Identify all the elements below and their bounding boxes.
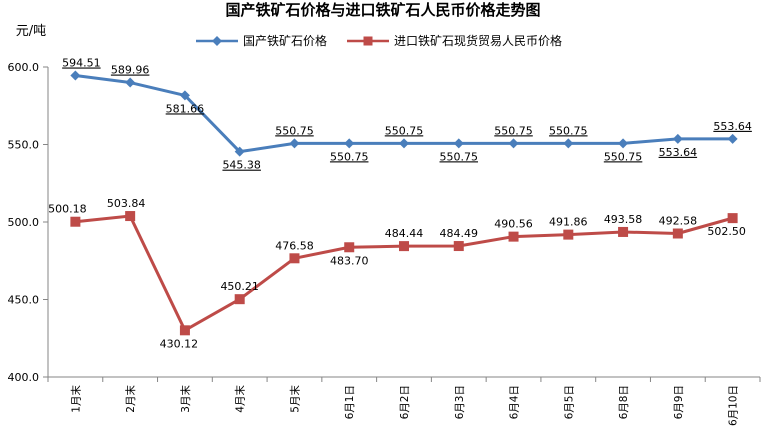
chart-title: 国产铁矿石价格与进口铁矿石人民币价格走势图 [225,1,540,19]
y-tick-label: 600.0 [8,61,40,74]
data-label-domestic: 550.75 [494,124,533,137]
x-tick-label: 6月1日 [344,385,356,419]
x-tick-label: 6月2日 [399,385,411,419]
data-label-domestic: 550.75 [330,150,369,163]
x-tick-label: 6月9日 [673,385,685,419]
data-label-domestic: 581.66 [166,102,205,115]
data-label-import: 484.44 [385,227,424,240]
x-tick-label: 4月末 [234,385,247,413]
data-label-domestic: 550.75 [440,150,479,163]
data-label-domestic: 550.75 [604,150,643,163]
data-point-domestic [289,138,300,149]
data-label-import: 490.56 [494,218,533,231]
data-label-import: 493.58 [604,213,643,226]
data-label-import: 430.12 [160,337,199,350]
x-tick-label: 5月末 [288,385,301,413]
data-point-import [508,231,519,242]
data-point-domestic [70,70,81,81]
data-point-import [125,211,136,222]
data-label-domestic: 553.64 [659,146,698,159]
data-point-import [179,325,190,336]
x-tick-label: 1月末 [69,385,82,413]
data-point-import [453,241,464,252]
data-point-import [618,226,629,237]
data-label-import: 503.84 [107,197,146,210]
legend-item-import: 进口铁矿石现货贸易人民币价格 [347,33,562,48]
data-label-domestic: 553.64 [713,120,752,133]
legend-marker-domestic [212,36,222,46]
legend-item-domestic: 国产铁矿石价格 [196,33,327,48]
data-point-import [399,241,409,252]
data-point-domestic [179,90,190,101]
x-tick-label: 6月10日 [728,385,740,426]
data-label-import: 484.49 [440,227,479,240]
x-tick-label: 6月5日 [563,385,575,419]
data-label-domestic: 550.75 [275,124,314,137]
axes: 400.0 450.0 500.0 550.0 600.0 1月末 2月末 3月末 4月末 5月末… [8,61,761,426]
data-point-domestic [399,138,409,149]
data-point-import [344,242,355,253]
y-tick-label: 450.0 [8,294,40,307]
data-point-domestic [125,77,136,88]
data-label-import: 491.86 [549,216,588,229]
data-point-domestic [344,138,355,149]
data-point-domestic [618,138,629,149]
data-point-import [234,294,245,305]
x-tick-label: 6月8日 [618,385,630,419]
y-tick-label: 400.0 [8,371,40,384]
legend: 国产铁矿石价格 进口铁矿石现货贸易人民币价格 [196,33,562,48]
data-label-import: 502.50 [707,225,746,238]
x-tick-label: 3月末 [179,385,192,413]
data-point-import [672,228,683,239]
legend-label-domestic: 国产铁矿石价格 [243,33,327,48]
x-tick-label: 6月3日 [454,385,466,419]
y-axis-unit-label: 元/吨 [16,24,46,39]
data-point-import [289,253,300,264]
legend-marker-import [363,36,373,46]
data-point-domestic [563,138,574,149]
data-point-domestic [727,133,738,144]
data-point-domestic [508,138,519,149]
data-point-domestic [453,138,464,149]
data-label-domestic: 545.38 [222,159,261,172]
data-point-import [563,229,574,240]
legend-label-import: 进口铁矿石现货贸易人民币价格 [394,33,562,48]
y-tick-label: 500.0 [8,216,40,229]
data-labels: 594.51 589.96 581.66 545.38 550.75 550.75 550.… [48,57,752,351]
data-label-domestic: 594.51 [62,57,101,70]
data-point-import [70,216,81,227]
series-layer [70,70,738,336]
x-tick-label: 2月末 [124,385,137,413]
data-point-import [727,213,738,224]
data-label-import: 500.18 [48,203,87,216]
data-label-import: 483.70 [330,254,369,267]
data-label-domestic: 550.75 [385,124,424,137]
data-label-import: 492.58 [659,215,698,228]
data-point-domestic [672,133,683,144]
data-label-domestic: 550.75 [549,124,588,137]
data-label-domestic: 589.96 [111,64,150,77]
x-tick-label: 6月4日 [509,385,521,419]
data-label-import: 450.21 [220,280,259,293]
data-label-import: 476.58 [275,239,314,252]
y-tick-label: 550.0 [8,139,40,152]
data-point-domestic [234,146,245,157]
